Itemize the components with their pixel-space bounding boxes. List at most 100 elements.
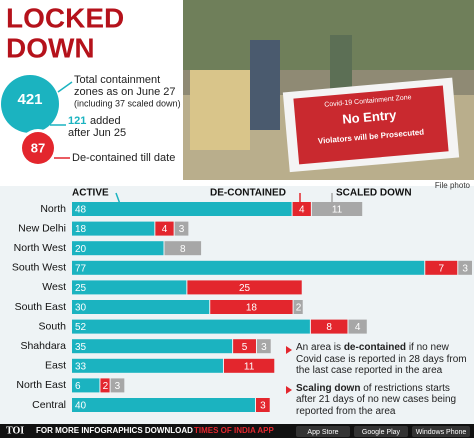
category-label: North East (16, 379, 66, 391)
category-label: South West (12, 262, 66, 274)
bar-segment (310, 319, 348, 334)
bar-segment (256, 339, 271, 354)
sign-text: No Entry (342, 107, 398, 127)
category-label: West (42, 281, 66, 293)
legend-label: SCALED DOWN (336, 188, 412, 199)
value-label: 40 (75, 401, 87, 412)
footer-logo: TOI (6, 425, 24, 436)
bar-segment (72, 280, 187, 295)
bar-segment (348, 319, 367, 334)
total-value: 421 (17, 91, 42, 108)
badge-text: Google Play (362, 429, 401, 436)
bar-segment (233, 339, 256, 354)
value-label: 3 (115, 381, 121, 392)
value-label: 8 (180, 244, 186, 255)
bar-segment (72, 260, 425, 275)
bar-segment (72, 202, 292, 216)
bar-segment (72, 339, 233, 354)
bar-segment (110, 378, 125, 393)
bullet (286, 346, 292, 354)
category-label: North (40, 203, 66, 215)
bar-segment (72, 319, 310, 334)
summary-text: De-contained till date (72, 152, 175, 164)
category-label: South East (15, 301, 66, 313)
value-label: 8 (326, 322, 332, 333)
title: DOWN (6, 32, 95, 63)
decontained-circle (22, 132, 54, 164)
bullet (286, 386, 292, 394)
bar-segment (458, 260, 472, 275)
bar-segment (164, 241, 202, 256)
bar-segment (72, 241, 164, 256)
value-label: 18 (246, 303, 258, 314)
value-label: 4 (299, 205, 305, 216)
value-label: 7 (438, 263, 444, 274)
bar-segment (72, 300, 210, 314)
bar-segment (174, 221, 189, 236)
value-label: 52 (75, 322, 87, 333)
note-text: if no new Covid case is reported in 28 d… (296, 342, 467, 376)
value-label: 33 (75, 361, 87, 372)
value-label: 5 (242, 342, 248, 353)
note-bold: Scaling down (296, 382, 361, 394)
category-label: Shahdara (20, 340, 66, 352)
note-bold: de-contained (343, 342, 407, 353)
summary-text: added (90, 115, 121, 127)
bar-segment (187, 280, 302, 295)
value-label: 11 (244, 361, 255, 372)
bar-segment (72, 221, 155, 236)
value-label: 25 (75, 283, 87, 294)
note: Scaling down of restrictions starts afte… (296, 383, 472, 418)
bar-segment (223, 358, 275, 373)
bar-segment (292, 202, 311, 216)
bar-segment (100, 378, 110, 393)
connector (57, 81, 73, 93)
category-label: New Delhi (18, 222, 66, 234)
value-label: 11 (332, 205, 343, 216)
bar-segment (255, 398, 270, 412)
value-label: 18 (75, 224, 87, 235)
summary-text: zones as on June 27 (74, 86, 176, 98)
notes-body: An area is de-contained if no new Covid … (296, 342, 472, 417)
badge-text: App Store (307, 429, 338, 436)
value-label: 3 (261, 342, 267, 353)
footer-text: FOR MORE INFOGRAPHICS DOWNLOAD (36, 426, 193, 435)
value-label: 3 (462, 263, 468, 274)
value-label: 77 (75, 263, 87, 274)
summary-text: after Jun 25 (68, 127, 126, 139)
category-label: South (39, 320, 67, 332)
total-circle (1, 75, 59, 133)
bar-segment (293, 300, 303, 314)
bar-segment (210, 300, 293, 314)
photo-caption: File photo (435, 181, 471, 190)
badge (296, 426, 350, 437)
notes: An area is de-contained if no new Covid … (296, 342, 472, 417)
category-label: North West (14, 242, 66, 254)
badge (354, 426, 408, 437)
value-label: 3 (260, 401, 266, 412)
bar-segment (155, 221, 174, 236)
value-label: 4 (355, 322, 361, 333)
legend-label: DE-CONTAINED (210, 188, 286, 199)
value-label: 48 (75, 205, 87, 216)
note-text: of restrictions starts after 21 days of … (296, 382, 457, 417)
value-label: 3 (179, 224, 185, 235)
value-label: 30 (75, 303, 87, 314)
decontained-value: 87 (31, 140, 45, 155)
note: An area is de-contained if no new Covid … (296, 342, 472, 377)
value-label: 25 (239, 283, 251, 294)
value-label: 35 (75, 342, 87, 353)
value-label: 4 (162, 224, 168, 235)
bar-segment (72, 378, 100, 393)
bar-segment (72, 398, 255, 412)
value-label: 2 (296, 303, 302, 314)
note-text: An area is (296, 342, 344, 353)
summary-text: Total containment (74, 74, 160, 86)
bar-segment (311, 202, 363, 216)
bar-segment (425, 260, 458, 275)
footer-app: TIMES OF INDIA APP (194, 426, 275, 435)
bar-segment (72, 358, 223, 373)
category-label: East (45, 360, 66, 372)
value-label: 2 (103, 381, 109, 392)
